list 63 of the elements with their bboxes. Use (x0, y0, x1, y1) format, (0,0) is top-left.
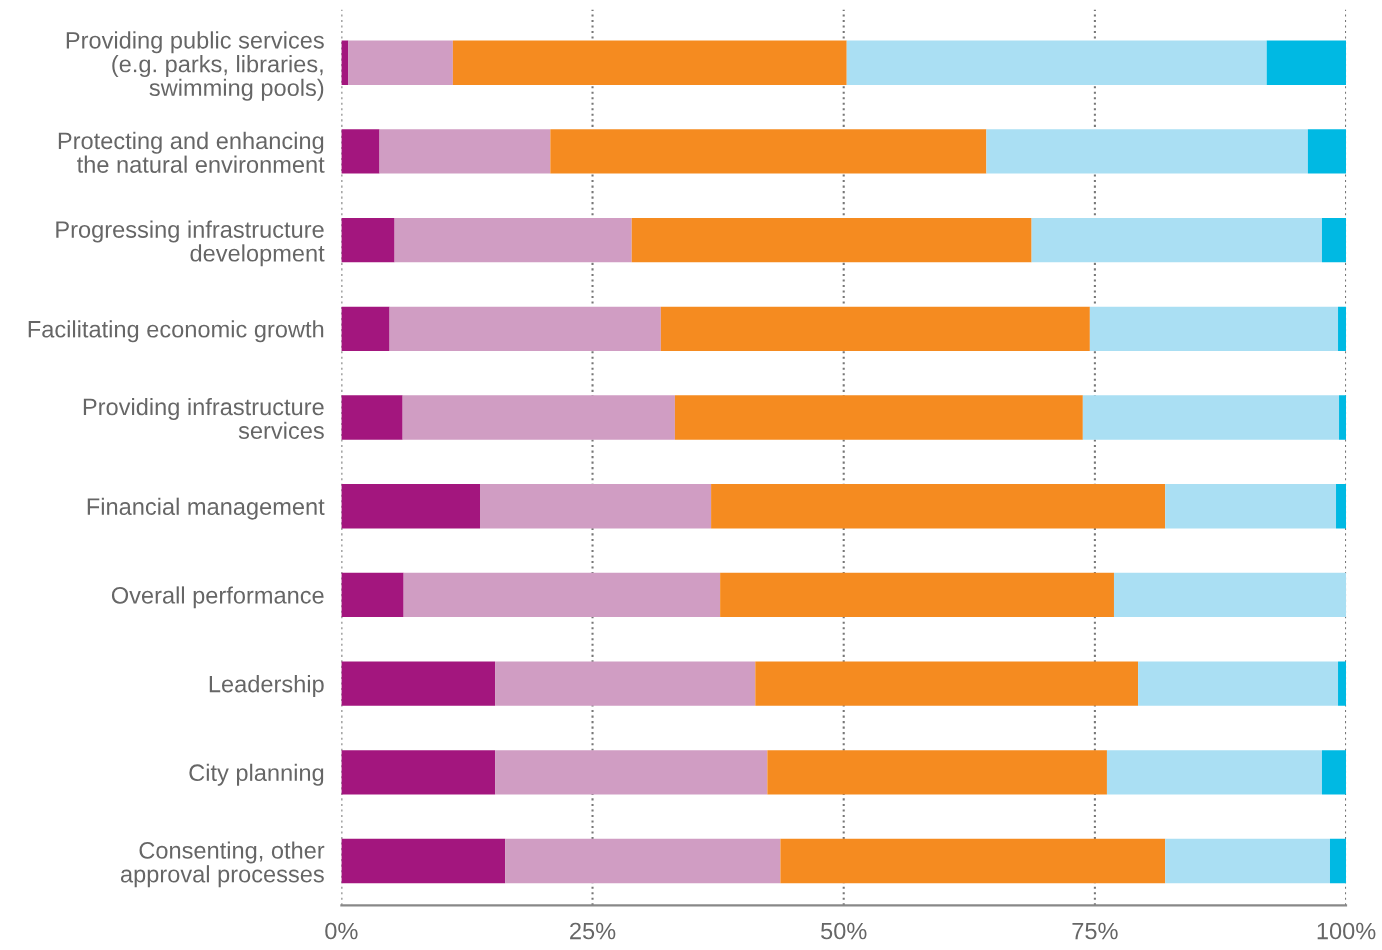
y-tick-label: Financial management (87, 497, 325, 520)
y-tick-label: Progressing infrastructure development (56, 220, 325, 267)
y-tick-label: City planning (189, 763, 324, 786)
bar (341, 484, 480, 529)
bar (1165, 838, 1330, 884)
bar (1338, 306, 1347, 351)
bar (403, 572, 721, 618)
bar (1339, 395, 1347, 440)
bar (505, 838, 781, 884)
bar (767, 750, 1107, 795)
bar (1321, 217, 1347, 263)
bar (550, 129, 987, 174)
bar (495, 661, 756, 706)
bar (720, 572, 1114, 618)
bar (341, 661, 496, 706)
x-tick-label: 25% (570, 922, 616, 940)
bar (1031, 217, 1322, 263)
y-tick-label: Overall performance (111, 586, 324, 609)
bar (341, 750, 496, 795)
y-tick-label: Providing infrastructure services (83, 397, 324, 440)
bar (341, 572, 404, 618)
bar (711, 484, 1166, 529)
bar (1138, 661, 1339, 706)
bar (1321, 750, 1347, 795)
bar (402, 395, 675, 440)
bar (780, 838, 1166, 884)
bar (1106, 750, 1322, 795)
bar (341, 838, 506, 884)
x-tick-label: 50% (821, 922, 867, 940)
bar (660, 306, 1090, 351)
bar (389, 306, 661, 351)
bar (1266, 40, 1347, 85)
bar (480, 484, 712, 529)
bar (986, 129, 1308, 174)
bar (394, 217, 632, 263)
bar (341, 129, 380, 174)
x-tick-label: 0% (325, 922, 358, 940)
y-tick-label: Facilitating economic growth (28, 320, 324, 343)
x-tick-label: 100% (1317, 922, 1376, 940)
bar (341, 306, 390, 351)
y-tick-label: Protecting and enhancing the natural environment (58, 131, 325, 173)
bar (1338, 661, 1347, 706)
bar (1329, 838, 1347, 884)
bar (341, 217, 395, 263)
bar (495, 750, 768, 795)
bar (1113, 572, 1347, 618)
x-tick-label: 75% (1072, 922, 1118, 940)
y-tick-label: Providing public services (e.g. parks, libraries, swimming pools) (66, 31, 324, 101)
bar (674, 395, 1083, 440)
bar (1336, 484, 1347, 529)
bar (379, 129, 551, 174)
bar (452, 40, 847, 85)
bar (755, 661, 1139, 706)
bar (631, 217, 1032, 263)
y-tick-label: Leadership (209, 675, 324, 698)
y-tick-label: Consenting, other approval processes (120, 841, 325, 888)
bar (1307, 129, 1347, 174)
bar (846, 40, 1267, 85)
bar (341, 395, 403, 440)
bar (348, 40, 453, 85)
bar (1165, 484, 1337, 529)
bar (1082, 395, 1340, 440)
bar (1089, 306, 1339, 351)
